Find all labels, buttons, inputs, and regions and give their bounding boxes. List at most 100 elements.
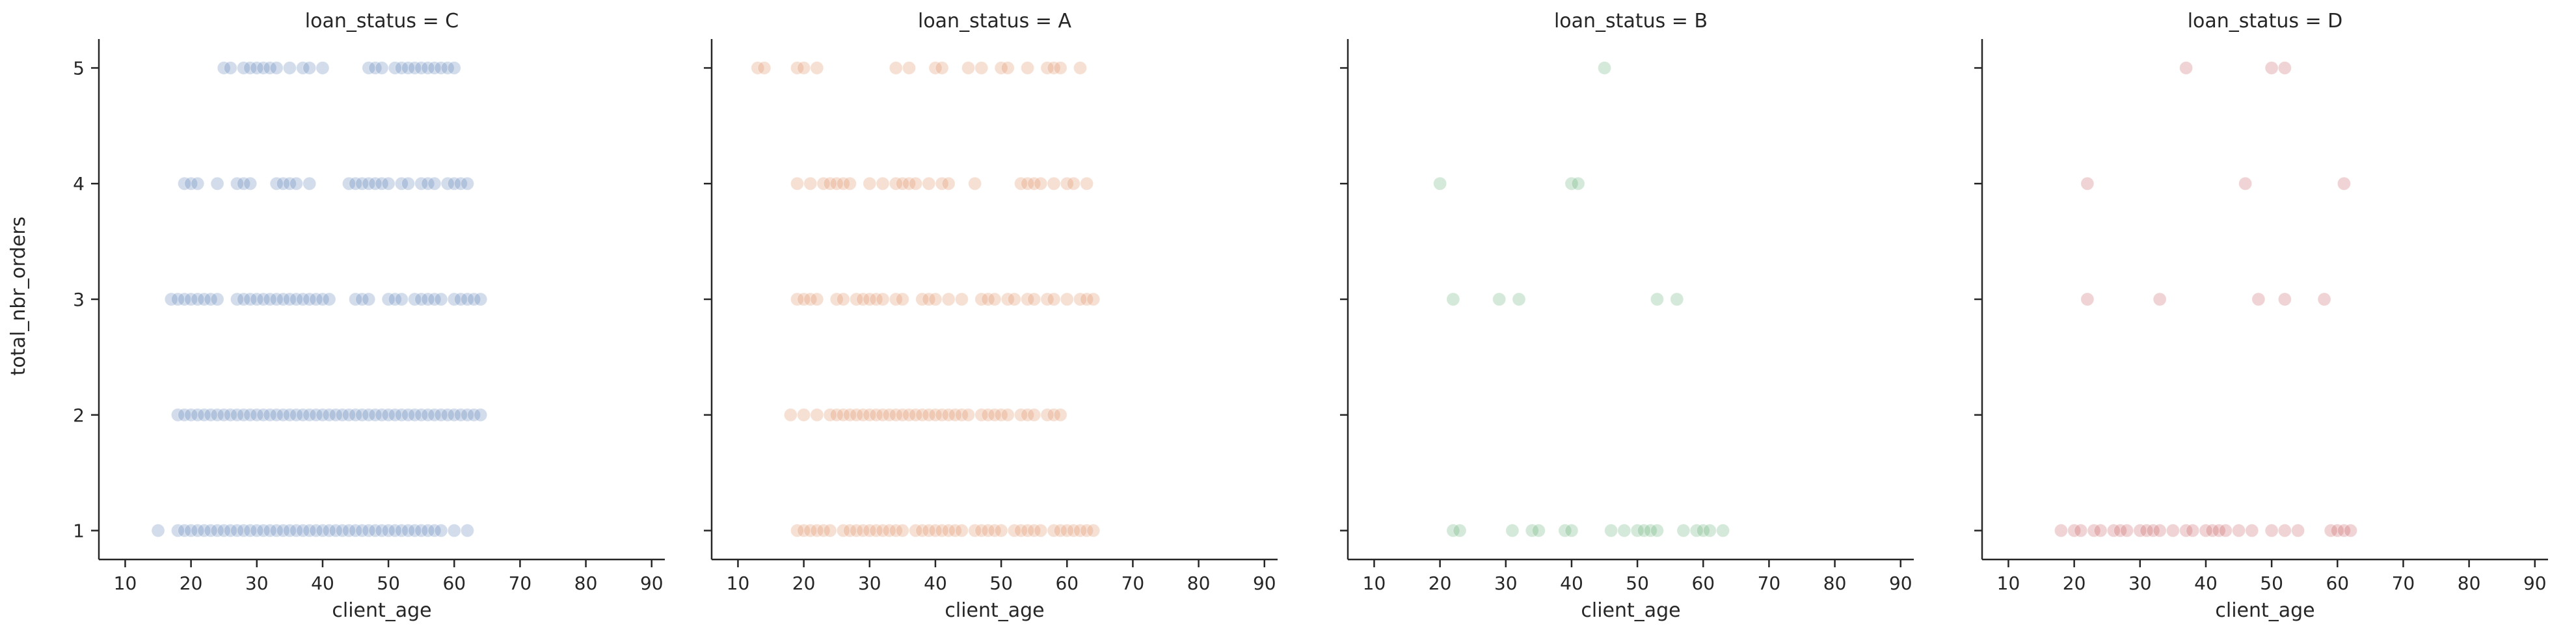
scatter-point [349,524,363,538]
scatter-point [1446,292,1460,306]
scatter-point [178,408,192,422]
scatter-point [810,408,824,422]
y-tick-label: 4 [73,173,85,195]
panel-title: loan_status = C [305,10,459,33]
scatter-point [388,61,402,75]
scatter-point [191,408,205,422]
scatter-point [2251,292,2266,306]
scatter-point [869,292,883,306]
scatter-point [1034,524,1048,538]
scatter-point [816,524,831,538]
scatter-point [863,408,877,422]
scatter-point [204,292,218,306]
scatter-point [414,176,429,191]
scatter-point [1564,176,1579,191]
scatter-point [1525,524,1539,538]
scatter-point [922,176,936,191]
scatter-point [987,524,1002,538]
scatter-point [889,176,903,191]
scatter-point [1598,61,1612,75]
scatter-point [381,292,396,306]
scatter-point [829,408,844,422]
scatter-point [453,408,468,422]
scatter-point [1453,524,1467,538]
x-tick-label: 10 [727,572,750,594]
scatter-point [1000,61,1015,75]
scatter-point [474,292,488,306]
scatter-point [355,292,369,306]
scatter-point [981,408,995,422]
scatter-point [842,408,857,422]
scatter-point [401,176,415,191]
scatter-point [1716,524,1730,538]
scatter-point [362,524,376,538]
scatter-point [2277,61,2292,75]
x-axis-label: client_age [332,599,431,622]
scatter-points [2054,61,2358,538]
scatter-point [164,292,178,306]
scatter-point [810,292,824,306]
scatter-point [243,61,258,75]
scatter-point [362,292,376,306]
scatter-point [842,524,857,538]
scatter-point [461,292,475,306]
scatter-point [1007,292,1021,306]
scatter-point [309,408,323,422]
scatter-point [421,61,435,75]
scatter-point [2133,524,2147,538]
scatter-point [1060,292,1074,306]
scatter-point [263,292,277,306]
x-tick-label: 10 [114,572,137,594]
scatter-point [1650,292,1664,306]
scatter-point [204,524,218,538]
scatter-point [948,524,962,538]
scatter-point [210,176,224,191]
scatter-point [375,176,389,191]
scatter-point [790,524,805,538]
scatter-point [829,292,844,306]
scatter-point [263,61,277,75]
scatter-point [467,408,481,422]
scatter-point [408,61,422,75]
y-tick-label: 5 [73,57,85,79]
x-tick-label: 30 [245,572,269,594]
scatter-point [191,292,205,306]
scatter-point [922,292,936,306]
scatter-point [856,408,870,422]
scatter-point [889,61,903,75]
scatter-point [902,176,916,191]
scatter-point [263,524,277,538]
scatter-point [1053,61,1067,75]
scatter-point [269,292,284,306]
scatter-point [902,61,916,75]
scatter-point [1040,408,1054,422]
scatter-point [810,61,824,75]
scatter-point [2264,61,2279,75]
scatter-point [935,61,949,75]
scatter-point [954,292,969,306]
x-tick-label: 50 [2260,572,2283,594]
scatter-point [368,61,382,75]
scatter-point [197,524,211,538]
scatter-point [296,292,310,306]
scatter-point [197,408,211,422]
scatter-point [282,408,297,422]
scatter-point [427,292,442,306]
scatter-point [928,408,943,422]
scatter-point [928,61,943,75]
scatter-point [440,61,455,75]
scatter-point [863,292,877,306]
scatter-point [243,176,258,191]
scatter-point [269,61,284,75]
x-tick-label: 20 [180,572,203,594]
facet-panel-3: loan_status = B 10 20 30 40 50 60 70 80 90 client_… [1340,10,1914,622]
x-tick-label: 90 [640,572,664,594]
scatter-point [856,292,870,306]
scatter-point [1013,524,1028,538]
scatter-point [968,176,982,191]
scatter-point [2166,524,2180,538]
scatter-point [2146,524,2160,538]
scatter-point [289,408,303,422]
scatter-point [453,292,468,306]
scatter-point [836,176,850,191]
